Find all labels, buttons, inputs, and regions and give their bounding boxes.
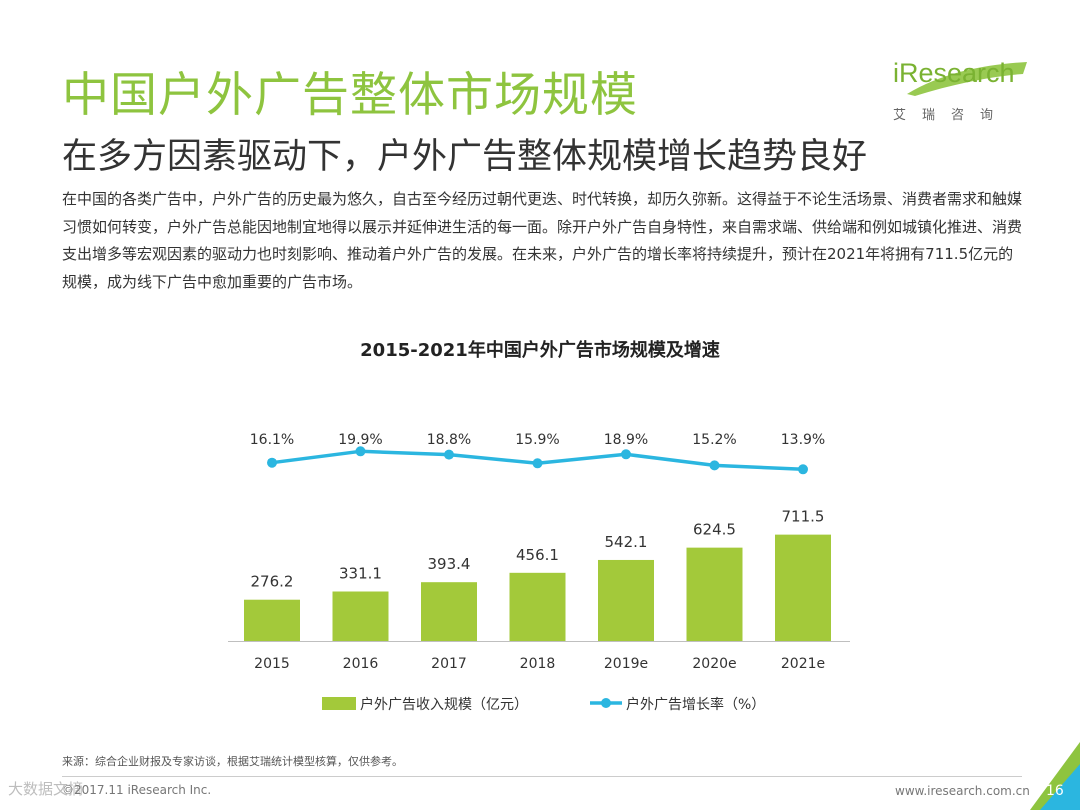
x-tick-label: 2018 xyxy=(520,656,556,672)
logo-swoosh-icon xyxy=(907,62,1027,96)
copyright-text: ©2017.11 iResearch Inc. xyxy=(62,783,212,797)
legend-line-marker xyxy=(601,698,611,708)
growth-rate-label: 19.9% xyxy=(338,432,382,448)
page-subtitle: 在多方因素驱动下，户外广告整体规模增长趋势良好 xyxy=(62,137,868,177)
growth-rate-label: 13.9% xyxy=(781,432,825,448)
logo-wordmark: iResearch xyxy=(893,58,1015,88)
legend-bar-swatch xyxy=(322,697,356,710)
growth-rate-label: 18.8% xyxy=(427,432,471,448)
x-tick-label: 2016 xyxy=(343,656,379,672)
bar-value-label: 393.4 xyxy=(428,555,471,573)
growth-rate-point xyxy=(444,449,454,460)
bar-2015 xyxy=(244,599,300,641)
bar-2016 xyxy=(332,591,389,641)
bar-2020e xyxy=(686,547,743,641)
bar-value-label: 542.1 xyxy=(605,533,648,551)
growth-rate-point xyxy=(798,464,808,475)
page-number: 16 xyxy=(1046,783,1064,799)
growth-rate-point xyxy=(355,446,366,457)
growth-rate-label: 18.9% xyxy=(604,432,648,448)
bar-2018 xyxy=(509,572,566,641)
corner-decoration-icon xyxy=(1030,742,1080,810)
bar-value-label: 276.2 xyxy=(251,573,294,591)
growth-rate-point xyxy=(709,460,720,471)
bar-2019e xyxy=(598,559,654,641)
source-note: 来源：综合企业财报及专家访谈，根据艾瑞统计模型核算，仅供参考。 xyxy=(62,755,403,768)
bar-2021e xyxy=(775,534,831,641)
watermark-text: 大数据文摘 xyxy=(8,780,84,798)
x-tick-label: 2019e xyxy=(604,656,648,672)
footer-divider xyxy=(62,776,1022,777)
bar-value-label: 711.5 xyxy=(782,508,825,526)
bar-value-label: 624.5 xyxy=(693,521,736,539)
page-title: 中国户外广告整体市场规模 xyxy=(62,68,638,123)
growth-rate-point xyxy=(267,457,277,468)
growth-rate-label: 16.1% xyxy=(250,432,294,448)
website-link[interactable]: www.iresearch.com.cn xyxy=(895,784,1030,798)
legend-line-label: 户外广告增长率（%） xyxy=(626,696,765,713)
x-tick-label: 2021e xyxy=(781,656,825,672)
x-tick-label: 2015 xyxy=(254,656,290,672)
x-tick-label: 2020e xyxy=(692,656,736,672)
bar-value-label: 456.1 xyxy=(516,546,559,564)
chart-title: 2015-2021年中国户外广告市场规模及增速 xyxy=(360,340,720,361)
growth-rate-label: 15.2% xyxy=(692,432,736,448)
growth-rate-label: 15.9% xyxy=(515,432,559,448)
growth-rate-point xyxy=(621,449,631,460)
x-tick-label: 2017 xyxy=(431,656,467,672)
legend-bar-label: 户外广告收入规模（亿元） xyxy=(360,696,528,713)
logo-subtitle: 艾瑞咨询 xyxy=(893,108,1010,123)
growth-rate-point xyxy=(532,458,543,469)
bar-2017 xyxy=(421,582,477,641)
intro-paragraph: 在中国的各类广告中，户外广告的历史最为悠久，自古至今经历过朝代更迭、时代转换，却… xyxy=(62,190,1023,291)
bar-value-label: 331.1 xyxy=(339,565,382,583)
iresearch-logo: iResearch 艾瑞咨询 xyxy=(893,58,1033,123)
